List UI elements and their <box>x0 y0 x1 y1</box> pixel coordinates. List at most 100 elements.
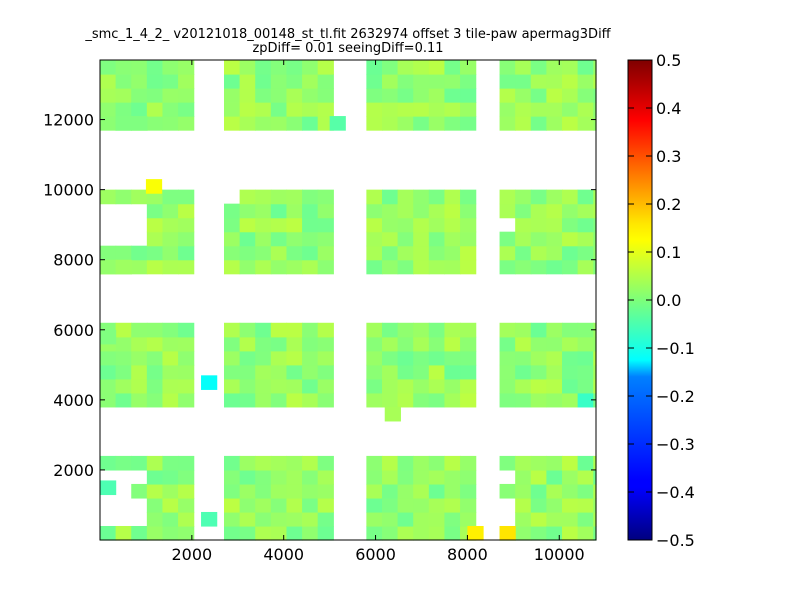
heatmap-cell <box>428 525 446 541</box>
heatmap-cell <box>302 74 319 89</box>
heatmap-cell <box>577 322 594 338</box>
heatmap-cell <box>302 217 319 233</box>
heatmap-cells <box>100 60 597 541</box>
heatmap-cell <box>317 88 334 103</box>
heatmap-cell <box>499 245 516 261</box>
heatmap-cell <box>286 350 303 366</box>
heatmap-cell <box>546 497 563 513</box>
heatmap-cell <box>286 525 303 541</box>
heatmap-cell <box>577 259 594 275</box>
heatmap-cell <box>286 116 303 131</box>
heatmap-cell <box>515 525 532 541</box>
heatmap-cell <box>413 116 430 131</box>
heatmap-cell <box>530 60 547 75</box>
heatmap-cell <box>515 189 532 205</box>
heatmap-cell <box>444 116 461 131</box>
heatmap-cell <box>317 203 334 219</box>
heatmap-cell <box>178 350 195 366</box>
heatmap-cell <box>530 116 547 131</box>
heatmap-cell <box>162 203 179 219</box>
heatmap-cell <box>413 497 430 513</box>
heatmap-cell <box>178 378 195 394</box>
heatmap-cell <box>530 336 547 352</box>
heatmap-cell <box>224 511 241 527</box>
heatmap-cell <box>224 483 241 499</box>
heatmap-cell <box>397 217 414 233</box>
heatmap-cell <box>178 455 195 471</box>
heatmap-cell <box>162 511 179 527</box>
heatmap-cell <box>530 469 547 485</box>
heatmap-cell <box>499 74 516 89</box>
heatmap-cell <box>562 116 579 131</box>
heatmap-cell <box>530 217 547 233</box>
heatmap-cell <box>239 245 256 261</box>
heatmap-cell <box>162 364 179 380</box>
heatmap-cell <box>270 88 288 103</box>
heatmap-cell <box>413 60 430 75</box>
heatmap-cell <box>593 511 597 527</box>
heatmap-cell <box>381 102 399 117</box>
heatmap-cell <box>530 392 547 408</box>
heatmap-cell <box>460 116 477 131</box>
axis-ticks: 2000 4000 6000 8000 10000 2000 4000 6000 8000 100… <box>43 60 596 564</box>
heatmap-cell <box>162 322 179 338</box>
heatmap-cell <box>224 245 241 261</box>
heatmap-cell <box>366 189 383 205</box>
heatmap-cell <box>286 203 303 219</box>
colorbar-tick-label: 0.1 <box>656 243 681 262</box>
colorbar-ticks: 0.5 0.4 0.3 0.2 0.1 0.0 −0.1 −0.2 −0.3 −0.4 −0.5 <box>628 51 695 550</box>
heatmap-cell <box>317 497 334 513</box>
heatmap-cell <box>146 483 164 499</box>
heatmap-cell <box>115 189 132 205</box>
heatmap-cell <box>317 259 334 275</box>
heatmap-cell <box>286 483 303 499</box>
heatmap-cell <box>100 259 117 275</box>
heatmap-cell <box>366 217 383 233</box>
heatmap-cell <box>255 392 272 408</box>
heatmap-cell <box>270 511 288 527</box>
heatmap-cell <box>286 60 303 75</box>
heatmap-cell <box>444 469 461 485</box>
heatmap-cell <box>413 525 430 541</box>
heatmap-cell <box>428 203 446 219</box>
heatmap-cell <box>381 483 399 499</box>
heatmap-cell <box>546 116 563 131</box>
heatmap-cell <box>224 322 241 338</box>
heatmap-cell <box>460 231 477 247</box>
heatmap-cell <box>162 245 179 261</box>
heatmap-cell <box>428 378 446 394</box>
heatmap-cell <box>577 217 594 233</box>
heatmap-cell <box>366 469 383 485</box>
heatmap-cell <box>366 378 383 394</box>
heatmap-cell <box>381 203 399 219</box>
heatmap-cell <box>131 259 148 275</box>
x-tick-label: 6000 <box>355 545 396 564</box>
heatmap-cell <box>317 483 334 499</box>
heatmap-cell <box>270 245 288 261</box>
heatmap-cell <box>562 102 579 117</box>
heatmap-cell <box>131 336 148 352</box>
heatmap-cell <box>530 525 547 541</box>
heatmap-cell <box>146 102 164 117</box>
heatmap-cell <box>146 378 164 394</box>
heatmap-cell <box>286 217 303 233</box>
heatmap-cell <box>317 455 334 471</box>
heatmap-cell <box>131 88 148 103</box>
heatmap-cell <box>562 259 579 275</box>
heatmap-cell <box>562 322 579 338</box>
heatmap-cell <box>499 231 516 247</box>
heatmap-cell <box>100 378 117 394</box>
heatmap-cell <box>239 60 256 75</box>
heatmap-cell <box>413 364 430 380</box>
heatmap-cell <box>593 116 597 131</box>
heatmap-cell <box>593 189 597 205</box>
heatmap-cell <box>593 217 597 233</box>
heatmap-cell <box>562 469 579 485</box>
heatmap-cell <box>428 88 446 103</box>
colorbar-tick-label: −0.4 <box>656 483 695 502</box>
heatmap-cell <box>515 245 532 261</box>
heatmap-cell <box>515 350 532 366</box>
heatmap-cell <box>302 497 319 513</box>
colorbar-tick-label: −0.2 <box>656 387 695 406</box>
